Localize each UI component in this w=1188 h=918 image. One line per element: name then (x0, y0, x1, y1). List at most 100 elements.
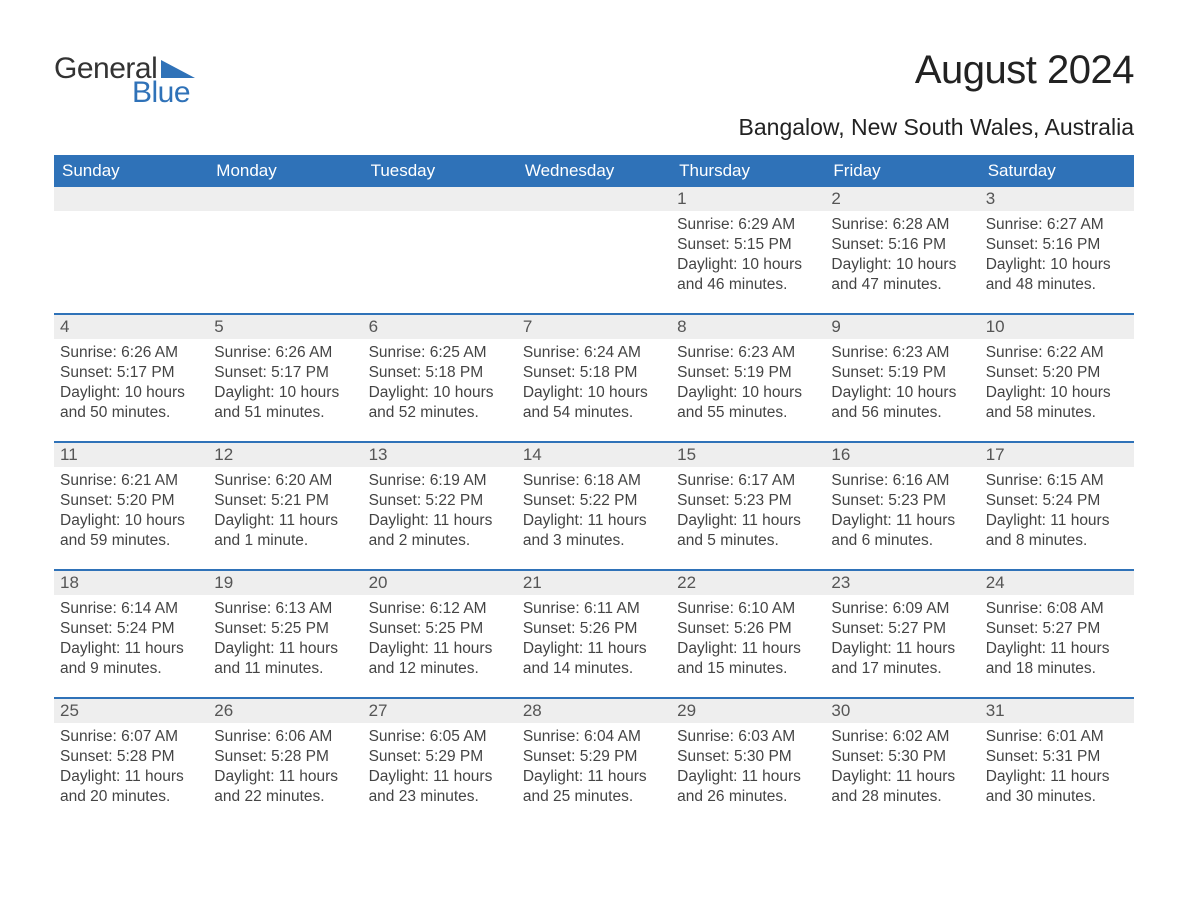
daylight-text: Daylight: 11 hours and 3 minutes. (523, 511, 665, 551)
day-number: 17 (980, 443, 1134, 467)
day-info: Sunrise: 6:07 AMSunset: 5:28 PMDaylight:… (54, 727, 208, 808)
daylight-text: Daylight: 11 hours and 11 minutes. (214, 639, 356, 679)
day-info: Sunrise: 6:26 AMSunset: 5:17 PMDaylight:… (54, 343, 208, 424)
daylight-text: Daylight: 10 hours and 47 minutes. (831, 255, 973, 295)
daylight-text: Daylight: 11 hours and 9 minutes. (60, 639, 202, 679)
sunset-text: Sunset: 5:31 PM (986, 747, 1128, 767)
logo: General Blue (54, 54, 195, 108)
day-info: Sunrise: 6:11 AMSunset: 5:26 PMDaylight:… (517, 599, 671, 680)
day-number: 31 (980, 699, 1134, 723)
day-info: Sunrise: 6:23 AMSunset: 5:19 PMDaylight:… (825, 343, 979, 424)
calendar-cell: 9Sunrise: 6:23 AMSunset: 5:19 PMDaylight… (825, 315, 979, 433)
sunset-text: Sunset: 5:25 PM (369, 619, 511, 639)
sunrise-text: Sunrise: 6:29 AM (677, 215, 819, 235)
sunrise-text: Sunrise: 6:05 AM (369, 727, 511, 747)
calendar-cell: 17 Sunrise: 6:15 AMSunset: 5:24 PMDayligh… (980, 443, 1134, 561)
calendar-cell: 8Sunrise: 6:23 AMSunset: 5:19 PMDaylight… (671, 315, 825, 433)
day-info: Sunrise: 6:06 AMSunset: 5:28 PMDaylight:… (208, 727, 362, 808)
sunrise-text: Sunrise: 6:26 AM (214, 343, 356, 363)
sunrise-text: Sunrise: 6:08 AM (986, 599, 1128, 619)
day-info: Sunrise: 6:17 AMSunset: 5:23 PMDaylight:… (671, 471, 825, 552)
daylight-text: Daylight: 11 hours and 23 minutes. (369, 767, 511, 807)
dow-thursday: Thursday (671, 155, 825, 187)
day-info: Sunrise: 6:26 AMSunset: 5:17 PMDaylight:… (208, 343, 362, 424)
sunset-text: Sunset: 5:21 PM (214, 491, 356, 511)
calendar-cell: 1Sunrise: 6:29 AMSunset: 5:15 PMDaylight… (671, 187, 825, 305)
calendar-cell: 7Sunrise: 6:24 AMSunset: 5:18 PMDaylight… (517, 315, 671, 433)
day-number (517, 187, 671, 211)
sunset-text: Sunset: 5:29 PM (369, 747, 511, 767)
daylight-text: Daylight: 10 hours and 52 minutes. (369, 383, 511, 423)
day-info: Sunrise: 6:15 AMSunset: 5:24 PMDaylight:… (980, 471, 1134, 552)
day-number: 27 (363, 699, 517, 723)
sunset-text: Sunset: 5:16 PM (986, 235, 1128, 255)
sunrise-text: Sunrise: 6:18 AM (523, 471, 665, 491)
dow-monday: Monday (208, 155, 362, 187)
calendar-cell: 12Sunrise: 6:20 AMSunset: 5:21 PMDayligh… (208, 443, 362, 561)
sunrise-text: Sunrise: 6:12 AM (369, 599, 511, 619)
calendar-cell: 27 Sunrise: 6:05 AMSunset: 5:29 PMDayligh… (363, 699, 517, 817)
sunrise-text: Sunrise: 6:07 AM (60, 727, 202, 747)
calendar-cell: 26Sunrise: 6:06 AMSunset: 5:28 PMDayligh… (208, 699, 362, 817)
calendar-cell: 21 Sunrise: 6:11 AMSunset: 5:26 PMDayligh… (517, 571, 671, 689)
daylight-text: Daylight: 11 hours and 17 minutes. (831, 639, 973, 679)
week-row: 4Sunrise: 6:26 AMSunset: 5:17 PMDaylight… (54, 313, 1134, 433)
page-title: August 2024 (915, 48, 1134, 93)
sunset-text: Sunset: 5:30 PM (677, 747, 819, 767)
dow-tuesday: Tuesday (363, 155, 517, 187)
daylight-text: Daylight: 11 hours and 2 minutes. (369, 511, 511, 551)
sunrise-text: Sunrise: 6:10 AM (677, 599, 819, 619)
daylight-text: Daylight: 10 hours and 56 minutes. (831, 383, 973, 423)
daylight-text: Daylight: 11 hours and 14 minutes. (523, 639, 665, 679)
day-number: 30 (825, 699, 979, 723)
day-number: 29 (671, 699, 825, 723)
calendar-cell: 3Sunrise: 6:27 AMSunset: 5:16 PMDaylight… (980, 187, 1134, 305)
day-number: 16 (825, 443, 979, 467)
calendar-cell: 25 Sunrise: 6:07 AMSunset: 5:28 PMDayligh… (54, 699, 208, 817)
daylight-text: Daylight: 11 hours and 12 minutes. (369, 639, 511, 679)
calendar-cell: 20Sunrise: 6:12 AMSunset: 5:25 PMDayligh… (363, 571, 517, 689)
day-number: 25 (54, 699, 208, 723)
sunrise-text: Sunrise: 6:23 AM (677, 343, 819, 363)
daylight-text: Daylight: 11 hours and 15 minutes. (677, 639, 819, 679)
daylight-text: Daylight: 11 hours and 6 minutes. (831, 511, 973, 551)
sunset-text: Sunset: 5:22 PM (523, 491, 665, 511)
day-number: 5 (208, 315, 362, 339)
sunrise-text: Sunrise: 6:22 AM (986, 343, 1128, 363)
day-info: Sunrise: 6:08 AMSunset: 5:27 PMDaylight:… (980, 599, 1134, 680)
day-number: 24 (980, 571, 1134, 595)
day-info: Sunrise: 6:28 AMSunset: 5:16 PMDaylight:… (825, 215, 979, 296)
day-number: 3 (980, 187, 1134, 211)
sunset-text: Sunset: 5:20 PM (986, 363, 1128, 383)
day-number: 21 (517, 571, 671, 595)
day-info: Sunrise: 6:18 AMSunset: 5:22 PMDaylight:… (517, 471, 671, 552)
logo-blue-text: Blue (132, 78, 195, 108)
calendar-cell: 13Sunrise: 6:19 AMSunset: 5:22 PMDayligh… (363, 443, 517, 561)
dow-wednesday: Wednesday (517, 155, 671, 187)
day-info: Sunrise: 6:02 AMSunset: 5:30 PMDaylight:… (825, 727, 979, 808)
calendar-cell: 24 Sunrise: 6:08 AMSunset: 5:27 PMDayligh… (980, 571, 1134, 689)
day-info: Sunrise: 6:14 AMSunset: 5:24 PMDaylight:… (54, 599, 208, 680)
daylight-text: Daylight: 11 hours and 5 minutes. (677, 511, 819, 551)
sunrise-text: Sunrise: 6:02 AM (831, 727, 973, 747)
day-number: 6 (363, 315, 517, 339)
sunset-text: Sunset: 5:19 PM (831, 363, 973, 383)
calendar-cell: 11Sunrise: 6:21 AMSunset: 5:20 PMDayligh… (54, 443, 208, 561)
calendar-cell: 16Sunrise: 6:16 AMSunset: 5:23 PMDayligh… (825, 443, 979, 561)
day-info: Sunrise: 6:24 AMSunset: 5:18 PMDaylight:… (517, 343, 671, 424)
sunrise-text: Sunrise: 6:15 AM (986, 471, 1128, 491)
calendar-cell: 10Sunrise: 6:22 AMSunset: 5:20 PMDayligh… (980, 315, 1134, 433)
calendar-cell: 4Sunrise: 6:26 AMSunset: 5:17 PMDaylight… (54, 315, 208, 433)
day-number: 28 (517, 699, 671, 723)
day-number: 8 (671, 315, 825, 339)
day-info: Sunrise: 6:12 AMSunset: 5:25 PMDaylight:… (363, 599, 517, 680)
calendar-cell (208, 187, 362, 305)
week-row: 1Sunrise: 6:29 AMSunset: 5:15 PMDaylight… (54, 187, 1134, 305)
sunset-text: Sunset: 5:27 PM (831, 619, 973, 639)
day-number: 23 (825, 571, 979, 595)
day-info: Sunrise: 6:21 AMSunset: 5:20 PMDaylight:… (54, 471, 208, 552)
day-info: Sunrise: 6:09 AMSunset: 5:27 PMDaylight:… (825, 599, 979, 680)
daylight-text: Daylight: 10 hours and 48 minutes. (986, 255, 1128, 295)
sunset-text: Sunset: 5:17 PM (60, 363, 202, 383)
sunset-text: Sunset: 5:15 PM (677, 235, 819, 255)
